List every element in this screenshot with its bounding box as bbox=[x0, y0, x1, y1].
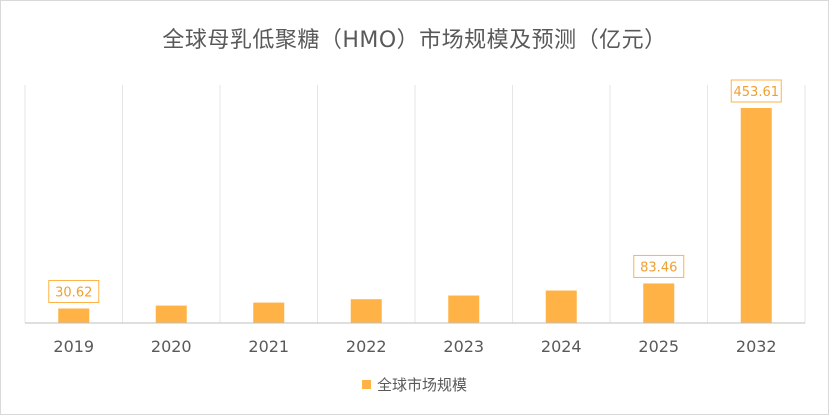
chart-legend: 全球市场规模 bbox=[0, 374, 829, 395]
bar-2019 bbox=[58, 308, 90, 323]
data-label-box bbox=[730, 79, 782, 103]
data-label-box bbox=[633, 254, 685, 278]
x-tick-label: 2022 bbox=[346, 337, 387, 356]
bar-2024 bbox=[545, 290, 577, 323]
legend-swatch bbox=[361, 380, 371, 389]
data-label: 83.46 bbox=[640, 260, 677, 275]
x-tick-label: 2024 bbox=[541, 337, 582, 356]
bar-2021 bbox=[253, 302, 285, 323]
bar-2023 bbox=[448, 295, 480, 323]
bar-2020 bbox=[155, 305, 187, 323]
data-label: 30.62 bbox=[55, 285, 92, 300]
bar-2032 bbox=[740, 108, 772, 323]
data-label-box bbox=[48, 279, 100, 303]
data-label: 453.61 bbox=[734, 85, 780, 100]
x-tick-label: 2025 bbox=[638, 337, 679, 356]
x-tick-label: 2032 bbox=[736, 337, 777, 356]
bar-2025 bbox=[643, 283, 675, 323]
bar-2022 bbox=[350, 299, 382, 323]
x-tick-label: 2021 bbox=[248, 337, 289, 356]
x-tick-label: 2020 bbox=[151, 337, 192, 356]
x-tick-label: 2019 bbox=[53, 337, 94, 356]
x-tick-label: 2023 bbox=[443, 337, 484, 356]
legend-label: 全球市场规模 bbox=[376, 376, 467, 394]
chart-title: 全球母乳低聚糖（HMO）市场规模及预测（亿元） bbox=[162, 28, 667, 53]
